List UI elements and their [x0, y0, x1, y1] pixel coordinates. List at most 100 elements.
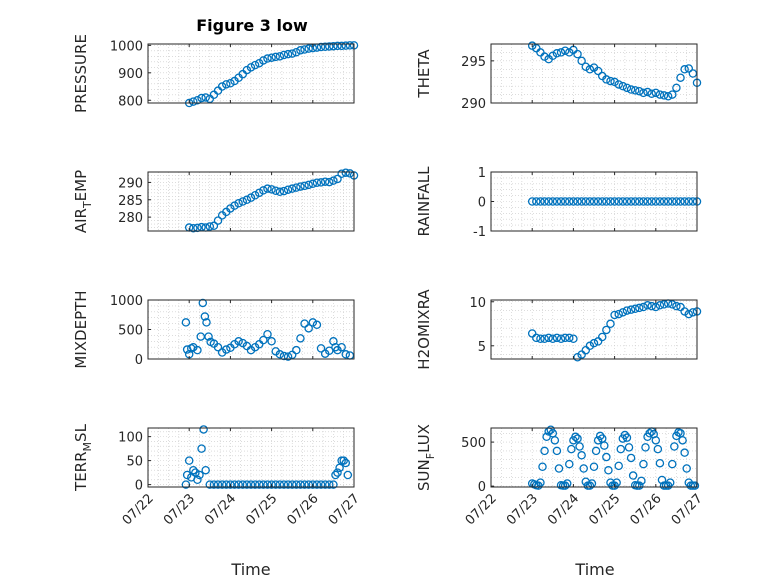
data-point [610, 197, 619, 206]
data-point [556, 48, 566, 57]
data-point [254, 188, 264, 198]
data-point [540, 197, 549, 206]
y-axis-label: TERRMSL [72, 423, 94, 492]
data-point [287, 350, 297, 360]
y-tick-label: 1000 [110, 294, 143, 309]
data-point [680, 197, 689, 206]
data-point [655, 301, 665, 310]
data-point [585, 197, 595, 206]
data-point [635, 481, 644, 490]
data-point [316, 480, 326, 489]
data-point [573, 197, 582, 206]
y-axis-label: SUNFLUX [415, 424, 437, 491]
data-point [267, 480, 276, 489]
data-point [193, 475, 202, 485]
data-point [565, 333, 574, 343]
data-point [197, 93, 206, 103]
data-point [263, 329, 272, 339]
data-point [193, 345, 202, 355]
data-point [645, 429, 654, 438]
data-point [304, 180, 313, 190]
data-point [610, 77, 619, 87]
data-point [657, 475, 667, 485]
data-point [639, 88, 648, 98]
data-point [337, 169, 346, 178]
data-point [626, 453, 636, 463]
data-point [296, 334, 305, 343]
x-tick-label: 07/24 [202, 491, 239, 528]
data-point [304, 480, 313, 489]
series-markers [184, 41, 359, 108]
data-point [577, 56, 586, 66]
data-point [542, 432, 551, 442]
data-point [238, 480, 248, 489]
plot-area [491, 428, 697, 487]
data-point [577, 451, 586, 460]
data-point [259, 186, 268, 195]
data-point [337, 342, 346, 352]
data-point [532, 197, 541, 206]
data-point [668, 197, 677, 206]
data-point [325, 42, 334, 51]
data-point [341, 350, 351, 359]
data-point [618, 308, 628, 317]
y-tick-label: 100 [118, 431, 143, 446]
data-point [304, 324, 313, 333]
data-point [296, 182, 305, 191]
data-point [263, 184, 272, 193]
data-point [556, 197, 566, 206]
data-point [589, 462, 599, 471]
data-point [540, 334, 549, 343]
data-point [540, 446, 549, 456]
y-axis-label: PRESSURE [72, 34, 90, 113]
data-point [222, 345, 231, 354]
data-point [259, 56, 268, 65]
data-point [195, 470, 204, 480]
data-point [250, 191, 260, 200]
data-point [560, 197, 570, 206]
data-point [676, 73, 685, 82]
data-point [283, 480, 293, 489]
data-point [643, 301, 652, 310]
y-axis-label: RAINFALL [415, 166, 433, 237]
data-point [300, 45, 309, 54]
data-point [560, 333, 570, 343]
data-point [556, 334, 566, 343]
data-point [189, 223, 198, 233]
data-point [579, 464, 588, 473]
y-tick-label: 5 [478, 340, 486, 355]
data-point [259, 480, 268, 489]
data-point [618, 197, 628, 206]
data-point [659, 300, 669, 309]
y-tick-label: 1 [478, 166, 486, 181]
y-tick-label: 290 [461, 97, 486, 112]
data-point [637, 476, 646, 486]
data-point [308, 480, 318, 489]
data-point [628, 471, 638, 480]
axes-box [490, 43, 698, 104]
data-point [242, 480, 252, 489]
data-point [202, 318, 211, 327]
data-point [668, 90, 677, 99]
data-point [597, 197, 607, 206]
data-point [622, 306, 632, 315]
data-point [193, 96, 202, 105]
x-tick-label: 07/25 [586, 491, 623, 528]
data-point [287, 480, 297, 489]
x-tick-label: 07/22 [463, 491, 500, 528]
data-point [643, 87, 652, 97]
data-point [536, 197, 545, 206]
data-point [532, 333, 541, 343]
data-point [296, 46, 305, 55]
plot-area [491, 44, 697, 103]
y-tick-label: 10 [469, 296, 486, 311]
data-point [552, 333, 562, 343]
data-point [602, 75, 611, 84]
subplot-5: 0 500 1000 MIXDEPTH [72, 290, 355, 369]
data-point [304, 44, 313, 53]
subplot-3: 280 285 290 AIRTEMP [72, 168, 359, 233]
data-point [585, 65, 595, 74]
data-point [283, 49, 293, 59]
data-point [199, 425, 208, 434]
data-point [339, 456, 348, 465]
